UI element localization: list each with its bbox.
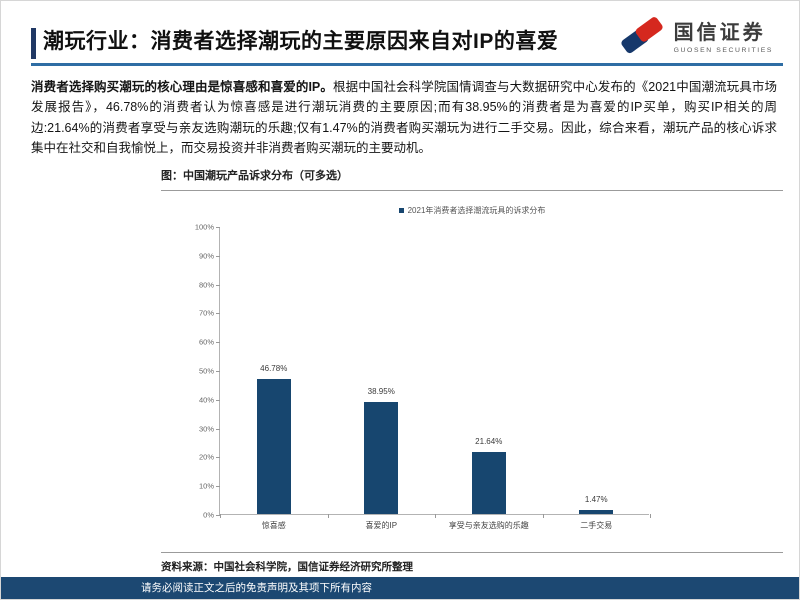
bar-value-label: 46.78% <box>260 364 288 374</box>
x-axis-category-label: 享受与亲友选购的乐趣 <box>448 521 529 530</box>
bar-chart: 2021年消费者选择潮流玩具的诉求分布 0% 10% 20% 30% 40% 50% 60%… <box>161 195 783 547</box>
x-axis-category-label: 惊喜感 <box>261 521 286 530</box>
x-axis-tick-mark <box>435 514 436 518</box>
title-underline <box>31 63 783 66</box>
chart-legend-label: 2021年消费者选择潮流玩具的诉求分布 <box>407 206 546 215</box>
y-axis-tick-mark <box>216 515 220 516</box>
figure-caption-rule <box>161 190 783 191</box>
y-axis-tick-label: 10% <box>198 481 214 491</box>
title-block: 潮玩行业：消费者选择潮玩的主要原因来自对IP的喜爱 <box>31 25 591 59</box>
figure-caption: 图：中国潮玩产品诉求分布（可多选） <box>161 170 348 182</box>
paragraph-rest: 根据中国社会科学院国情调查与大数据研究中心发布的《2021中国潮流玩具市场发展报… <box>31 80 778 155</box>
logo-name-en: GUOSEN SECURITIES <box>673 46 773 54</box>
y-axis-tick-label: 60% <box>198 337 214 347</box>
source-text: 资料来源：中国社会科学院，国信证券经济研究所整理 <box>161 561 413 573</box>
paragraph-lead: 消费者选择购买潮玩的核心理由是惊喜感和喜爱的IP。 <box>31 80 333 94</box>
chart-legend: 2021年消费者选择潮流玩具的诉求分布 <box>161 205 783 216</box>
bar-value-label: 21.64% <box>475 436 503 446</box>
bar-value-label: 38.95% <box>367 386 395 396</box>
legend-marker-icon <box>398 208 404 214</box>
y-axis-tick-label: 40% <box>198 395 214 405</box>
y-axis-tick-mark <box>216 284 220 286</box>
bar-value-label: 1.47% <box>584 494 608 504</box>
source-rule <box>161 552 783 553</box>
bar <box>256 379 291 514</box>
bar <box>579 509 614 514</box>
guosen-logo: 国信证券 GUOSEN SECURITIES <box>619 17 773 59</box>
bar <box>471 451 506 514</box>
x-axis-tick-mark <box>542 514 544 518</box>
y-axis-tick-mark <box>216 313 220 315</box>
y-axis-tick-label: 20% <box>198 452 214 462</box>
logo-name-cn: 国信证券 <box>673 21 766 44</box>
body-paragraph: 消费者选择购买潮玩的核心理由是惊喜感和喜爱的IP。根据中国社会科学院国情调查与大… <box>31 77 777 158</box>
y-axis-tick-mark <box>216 342 220 344</box>
guosen-gem-icon <box>621 17 663 54</box>
y-axis-tick-mark <box>216 428 220 430</box>
y-axis-tick-mark <box>216 227 220 228</box>
title-accent-bar <box>31 28 36 59</box>
logo-text: 国信证券 GUOSEN SECURITIES <box>674 22 773 55</box>
y-axis-tick-mark <box>216 371 220 372</box>
x-axis-tick-mark <box>650 514 651 518</box>
y-axis-tick-mark <box>216 486 220 488</box>
figure-caption-row: 图：中国潮玩产品诉求分布（可多选） <box>161 167 783 191</box>
y-axis-tick-mark <box>216 457 220 459</box>
x-axis-category-label: 喜爱的IP <box>365 521 398 530</box>
x-axis-tick-mark <box>327 514 329 518</box>
y-axis-tick-mark <box>216 399 220 401</box>
y-axis-tick-mark <box>216 255 220 257</box>
footer-disclaimer-text: 请务必阅读正文之后的免责声明及其项下所有内容 <box>141 582 372 594</box>
source-row: 资料来源：中国社会科学院，国信证券经济研究所整理 <box>161 552 783 574</box>
plot-area: 0% 10% 20% 30% 40% 50% 60% 70% 80% 90% 100% 46.78% 惊… <box>195 223 651 530</box>
footer-disclaimer-bar: 请务必阅读正文之后的免责声明及其项下所有内容 <box>1 577 799 599</box>
y-axis-tick-label: 0% <box>203 510 214 520</box>
bar <box>364 401 399 514</box>
page-title: 潮玩行业：消费者选择潮玩的主要原因来自对IP的喜爱 <box>43 30 559 53</box>
x-axis-tick-mark <box>220 514 221 518</box>
y-axis-tick-label: 80% <box>198 280 214 290</box>
y-axis-tick-label: 50% <box>198 366 214 376</box>
y-axis-tick-label: 90% <box>198 251 214 261</box>
y-axis-tick-label: 30% <box>198 424 214 434</box>
x-axis-category-label: 二手交易 <box>580 521 613 530</box>
y-axis-tick-label: 100% <box>194 222 214 232</box>
y-axis-tick-label: 70% <box>198 308 214 318</box>
